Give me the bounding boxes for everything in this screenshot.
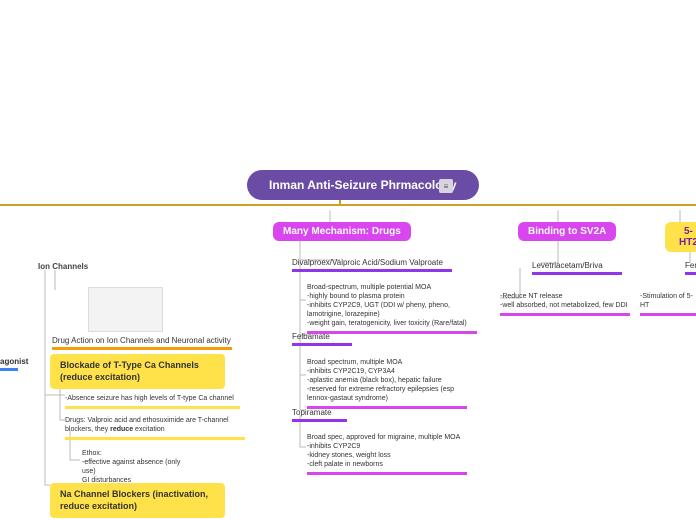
drug-fen[interactable]: Fen — [685, 261, 696, 275]
na-channel-block[interactable]: Na Channel Blockers (inactivation, reduc… — [50, 483, 225, 518]
drug-felbamate[interactable]: Felbamate — [292, 332, 352, 346]
drug-levetiracetam[interactable]: Levetriacetam/Briva — [532, 261, 622, 275]
branch-sv2a[interactable]: Binding to SV2A — [518, 222, 616, 241]
absence-note: -Absence seizure has high levels of T-ty… — [65, 394, 240, 409]
drug-divalproex[interactable]: Divalproex/Valproic Acid/Sodium Valproat… — [292, 258, 452, 272]
branch-5ht2[interactable]: 5-HT2 — [665, 222, 696, 252]
t-type-ca-block[interactable]: Blockade of T-Type Ca Channels (reduce e… — [50, 354, 225, 389]
drug-topiramate[interactable]: Topiramate — [292, 408, 347, 422]
branch-many-mechanism[interactable]: Many Mechanism: Drugs — [273, 222, 411, 241]
drugs-note: Drugs: Valproic acid and ethosuximide ar… — [65, 416, 245, 440]
felbamate-detail: Broad spectrum, multiple MOA -inhibits C… — [307, 358, 467, 409]
ion-channels-label: Ion Channels — [38, 262, 88, 271]
ion-channel-table-image — [88, 287, 163, 332]
notes-icon[interactable]: ≡ — [439, 179, 453, 193]
levetiracetam-detail: -Reduce NT release -well absorbed, not m… — [500, 292, 630, 316]
divalproex-detail: Broad-spectrum, multiple potential MOA -… — [307, 283, 477, 334]
antagonist-stub[interactable]: agonist — [0, 357, 18, 371]
topiramate-detail: Broad spec, approved for migraine, multi… — [307, 433, 467, 475]
fen-detail: -Stimulation of 5-HT — [640, 292, 696, 316]
image-caption: Drug Action on Ion Channels and Neuronal… — [52, 336, 232, 350]
root-title: Inman Anti-Seizure Phrmacology — [269, 178, 457, 192]
